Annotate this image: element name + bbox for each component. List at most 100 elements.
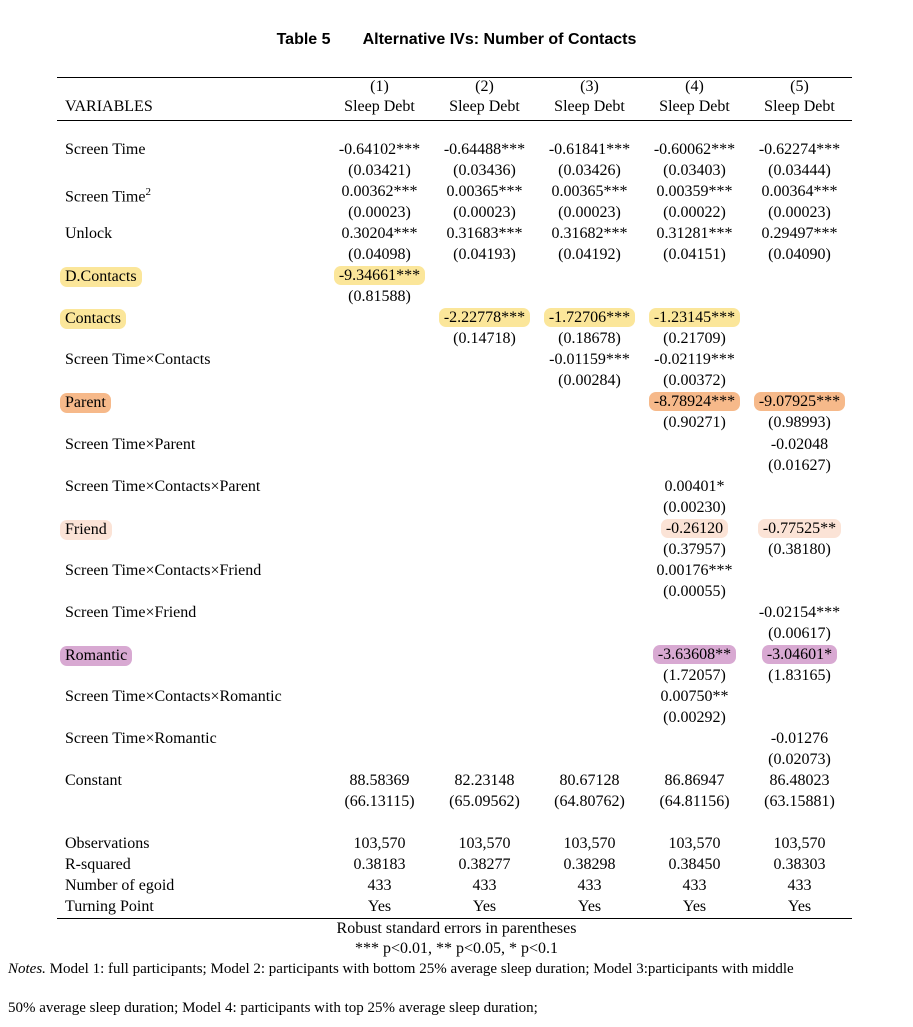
stat-cell: 103,570 bbox=[353, 835, 406, 852]
se-cell: (0.00023) bbox=[558, 204, 621, 221]
coef-value: -0.26120 bbox=[660, 519, 729, 538]
col-1-number: (1) bbox=[370, 78, 389, 95]
stat-label-turning-point: Turning Point bbox=[65, 898, 154, 915]
coef-cell: 0.31682*** bbox=[551, 225, 628, 242]
coef-value: -1.72706*** bbox=[543, 308, 636, 327]
col-1-dependent: Sleep Debt bbox=[344, 98, 415, 115]
col-3-number: (3) bbox=[580, 78, 599, 95]
stat-cell: 0.38450 bbox=[668, 856, 721, 873]
table-caption: Table 5 Alternative IVs: Number of Contac… bbox=[0, 31, 913, 49]
stat-cell: 0.38298 bbox=[563, 856, 616, 873]
row-label-screen-time-x-friend: Screen Time×Friend bbox=[65, 604, 197, 621]
coef-cell: -0.01276 bbox=[770, 730, 829, 747]
coef-cell: -0.02154*** bbox=[758, 604, 841, 621]
coef-cell: 82.23148 bbox=[454, 772, 515, 789]
stat-cell: 433 bbox=[682, 877, 707, 894]
se-cell: (0.04192) bbox=[558, 246, 621, 263]
col-2-number: (2) bbox=[475, 78, 494, 95]
coef-cell: 0.31281*** bbox=[656, 225, 733, 242]
coef-value: -3.63608** bbox=[652, 645, 737, 664]
stat-cell: 433 bbox=[577, 877, 602, 894]
coef-cell-highlighted: -1.23145*** bbox=[642, 308, 747, 327]
coef-cell-highlighted: -9.34661*** bbox=[327, 266, 432, 285]
se-cell: (0.00617) bbox=[768, 625, 831, 642]
se-cell: (0.00023) bbox=[453, 204, 516, 221]
se-cell: (63.15881) bbox=[764, 793, 835, 810]
se-cell: (0.04193) bbox=[453, 246, 516, 263]
se-cell: (1.83165) bbox=[768, 667, 831, 684]
top-rule bbox=[57, 77, 852, 78]
row-label-screen-time-x-contacts: Screen Time×Contacts bbox=[65, 351, 211, 368]
footnote-significance: *** p<0.01, ** p<0.05, * p<0.1 bbox=[354, 940, 559, 957]
stat-cell: 433 bbox=[472, 877, 497, 894]
stat-cell: 103,570 bbox=[668, 835, 721, 852]
se-cell: (0.98993) bbox=[768, 414, 831, 431]
coef-value: -9.34661*** bbox=[333, 266, 426, 285]
se-cell: (0.00023) bbox=[768, 204, 831, 221]
coef-value: -9.07925*** bbox=[753, 392, 846, 411]
se-cell: (0.04090) bbox=[768, 246, 831, 263]
stat-cell: 433 bbox=[787, 877, 812, 894]
se-cell: (0.18678) bbox=[558, 330, 621, 347]
se-cell: (0.37957) bbox=[663, 541, 726, 558]
coef-cell-highlighted: -2.22778*** bbox=[432, 308, 537, 327]
se-cell: (0.00023) bbox=[348, 204, 411, 221]
bottom-rule bbox=[57, 918, 852, 919]
se-cell: (64.80762) bbox=[554, 793, 625, 810]
coef-cell: 86.86947 bbox=[664, 772, 725, 789]
stat-cell: 0.38277 bbox=[458, 856, 511, 873]
se-cell: (0.00292) bbox=[663, 709, 726, 726]
se-cell: (66.13115) bbox=[344, 793, 415, 810]
variables-header: VARIABLES bbox=[65, 98, 153, 115]
table-number: Table 5 bbox=[276, 31, 331, 48]
coef-cell: 86.48023 bbox=[769, 772, 830, 789]
coef-cell: 0.30204*** bbox=[341, 225, 418, 242]
stat-cell: Yes bbox=[787, 898, 812, 915]
coef-cell: -0.64488*** bbox=[443, 141, 526, 158]
coef-cell: 0.00362*** bbox=[341, 183, 418, 200]
stat-cell: Yes bbox=[682, 898, 707, 915]
stat-cell: 103,570 bbox=[458, 835, 511, 852]
coef-cell: 0.00359*** bbox=[656, 183, 733, 200]
header-rule bbox=[57, 120, 852, 121]
se-cell: (0.02073) bbox=[768, 751, 831, 768]
coef-cell: 0.00365*** bbox=[551, 183, 628, 200]
row-label-text: Screen Time bbox=[65, 188, 146, 206]
se-cell: (0.00055) bbox=[663, 583, 726, 600]
row-label-contacts: Contacts bbox=[60, 309, 126, 329]
row-label-screen-time-squared: Screen Time2 bbox=[65, 183, 151, 206]
row-label-screen-time: Screen Time bbox=[65, 141, 146, 158]
col-4-dependent: Sleep Debt bbox=[659, 98, 730, 115]
coef-value: -0.77525** bbox=[757, 519, 842, 538]
se-cell: (0.04098) bbox=[348, 246, 411, 263]
col-2-dependent: Sleep Debt bbox=[449, 98, 520, 115]
coef-value: -1.23145*** bbox=[648, 308, 741, 327]
coef-cell: 0.00365*** bbox=[446, 183, 523, 200]
coef-cell: -0.61841*** bbox=[548, 141, 631, 158]
row-label-constant: Constant bbox=[65, 772, 122, 789]
coef-cell: -0.62274*** bbox=[758, 141, 841, 158]
notes-line-2: 50% average sleep duration; Model 4: par… bbox=[8, 1000, 538, 1016]
stat-label-r-squared: R-squared bbox=[65, 856, 131, 873]
se-cell: (0.00372) bbox=[663, 372, 726, 389]
row-label-screen-time-x-parent: Screen Time×Parent bbox=[65, 436, 196, 453]
notes-line-1: Notes. Model 1: full participants; Model… bbox=[8, 960, 794, 978]
stat-label-number-of-egoid: Number of egoid bbox=[65, 877, 175, 894]
se-cell: (0.03421) bbox=[348, 162, 411, 179]
se-cell: (0.81588) bbox=[348, 288, 411, 305]
se-cell: (0.90271) bbox=[663, 414, 726, 431]
superscript: 2 bbox=[145, 186, 151, 198]
row-label-friend: Friend bbox=[60, 520, 112, 540]
row-label-screen-time-x-contacts-x-romantic: Screen Time×Contacts×Romantic bbox=[65, 688, 282, 705]
col-5-number: (5) bbox=[790, 78, 809, 95]
stat-cell: Yes bbox=[367, 898, 392, 915]
se-cell: (0.38180) bbox=[768, 541, 831, 558]
coef-value: -8.78924*** bbox=[648, 392, 741, 411]
se-cell: (0.14718) bbox=[453, 330, 516, 347]
coef-cell: 0.00750** bbox=[660, 688, 729, 705]
row-label-screen-time-x-contacts-x-friend: Screen Time×Contacts×Friend bbox=[65, 562, 262, 579]
coef-cell: 0.29497*** bbox=[761, 225, 838, 242]
se-cell: (0.00022) bbox=[663, 204, 726, 221]
coef-cell: 88.58369 bbox=[349, 772, 410, 789]
se-cell: (0.03426) bbox=[558, 162, 621, 179]
